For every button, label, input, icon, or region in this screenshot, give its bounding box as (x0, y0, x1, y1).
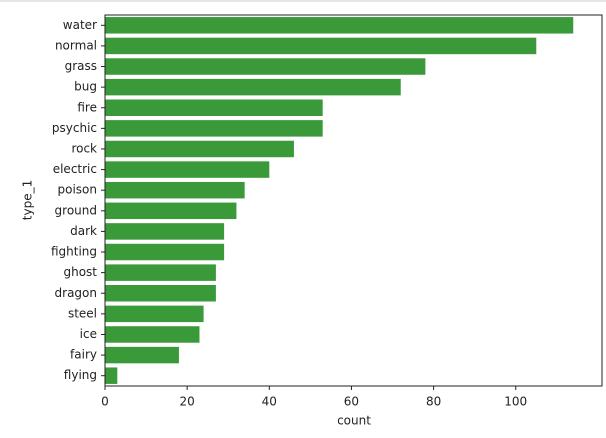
bar (105, 305, 204, 323)
bar (105, 264, 216, 281)
bar (105, 78, 401, 96)
y-tick-label: fairy (70, 348, 97, 362)
x-tick-label: 60 (344, 395, 359, 409)
y-tick-label: grass (65, 59, 97, 73)
y-tick-label: steel (68, 306, 97, 320)
bar (105, 181, 245, 199)
bar (105, 17, 574, 34)
y-tick-label: psychic (52, 121, 97, 135)
bar (105, 99, 323, 116)
bar (105, 120, 323, 137)
x-tick-label: 0 (101, 395, 109, 409)
bar (105, 243, 225, 261)
bar (105, 58, 426, 75)
x-tick-label: 40 (262, 395, 277, 409)
y-tick-label: ice (80, 327, 97, 341)
y-tick-label: flying (64, 368, 97, 382)
y-tick-label: electric (53, 162, 97, 176)
y-tick-label: dragon (55, 286, 97, 300)
bar (105, 161, 270, 178)
y-tick-label: fire (77, 100, 97, 114)
bar (105, 223, 225, 240)
y-tick-label: normal (55, 38, 97, 52)
y-tick-label: ground (55, 203, 97, 217)
bar (105, 367, 118, 384)
plot-frame (104, 14, 603, 387)
x-tick-label: 80 (426, 395, 441, 409)
bar (105, 285, 216, 302)
y-tick-label: poison (58, 183, 98, 197)
y-tick-label: dark (70, 224, 97, 238)
x-tick-label: 20 (180, 395, 195, 409)
bar (105, 346, 179, 364)
y-axis-label: type_1 (21, 180, 35, 220)
x-axis-label: count (337, 414, 371, 428)
y-tick-label: water (63, 18, 97, 32)
y-tick-label: ghost (63, 265, 97, 279)
y-tick-label: rock (71, 141, 97, 155)
bar (105, 140, 294, 158)
x-tick-label: 100 (504, 395, 527, 409)
bar (105, 326, 200, 343)
bar (105, 37, 537, 55)
y-tick-label: fighting (51, 245, 97, 259)
bar (105, 202, 237, 220)
y-tick-label: bug (74, 80, 97, 94)
